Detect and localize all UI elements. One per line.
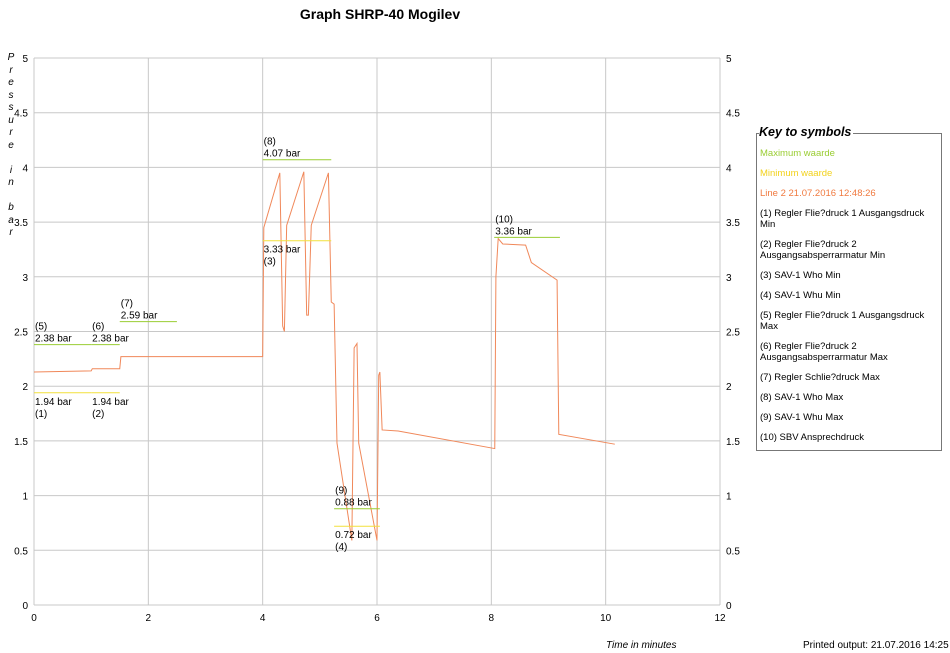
legend-item: (6) Regler Flie?druck 2 Ausgangsabsperra…: [760, 341, 888, 363]
series-line: [33, 171, 615, 541]
reference-value-label: 2.38 bar: [35, 334, 72, 345]
reference-id: (8): [264, 137, 276, 148]
reference-id: (7): [121, 299, 133, 310]
y-tick-label-right: 2.5: [726, 328, 740, 339]
legend-item: (2) Regler Flie?druck 2 Ausgangsabsperra…: [760, 239, 886, 261]
x-tick-label: 4: [260, 613, 266, 624]
y-tick-label-right: 4: [726, 163, 732, 174]
reference-value-label: 3.36 bar: [495, 226, 532, 237]
reference-id: (5): [35, 322, 47, 333]
x-tick-label: 12: [714, 613, 726, 624]
legend-item: (7) Regler Schlie?druck Max: [760, 372, 880, 383]
y-tick-label: 0: [22, 601, 28, 612]
legend-title: Key to symbols: [759, 125, 854, 139]
y-tick-label: 0.5: [14, 546, 28, 557]
reference-id: (10): [495, 214, 513, 225]
y-tick-label: 3: [22, 273, 28, 284]
reference-value-label: 2.59 bar: [121, 311, 158, 322]
legend-item: (4) SAV-1 Whu Min: [760, 290, 841, 301]
chart-plot: 0 00.5 0.51 11.5 1.52 22.5 2.53 33.5 3.54 44.5 4.5…: [14, 54, 740, 624]
reference-id: (3): [264, 257, 276, 268]
legend-item: (10) SBV Ansprechdruck: [760, 432, 865, 443]
y-tick-label-right: 4.5: [726, 109, 740, 120]
reference-value-label: 0.72 bar: [335, 530, 372, 541]
reference-value-label: 0.88 bar: [335, 498, 372, 509]
legend-items: (1) Regler Flie?druck 1 Ausgangsdruck Mi…: [760, 208, 939, 443]
y-tick-label: 5: [22, 54, 28, 65]
x-axis-label: Time in minutes: [606, 640, 677, 651]
reference-value-label: 3.33 bar: [264, 245, 301, 256]
x-tick-label: 8: [489, 613, 495, 624]
y-tick-label-right: 0.5: [726, 546, 740, 557]
y-tick-label-right: 0: [726, 601, 732, 612]
y-tick-label-right: 1: [726, 492, 732, 503]
legend-item: (5) Regler Flie?druck 1 Ausgangsdruck Ma…: [760, 310, 925, 332]
reference-id: (2): [92, 409, 104, 420]
y-tick-label-right: 2: [726, 382, 732, 393]
y-tick-label: 1.5: [14, 437, 28, 448]
legend-line: Line 2 21.07.2016 12:48:26: [760, 188, 876, 199]
y-tick-label: 4.5: [14, 109, 28, 120]
y-tick-label: 2.5: [14, 328, 28, 339]
y-tick-label-right: 3.5: [726, 218, 740, 229]
y-tick-label-right: 5: [726, 54, 732, 65]
x-tick-label: 6: [374, 613, 380, 624]
printed-output: Printed output: 21.07.2016 14:25: [803, 640, 949, 651]
y-tick-label: 3.5: [14, 218, 28, 229]
reference-id: (6): [92, 322, 104, 333]
legend-min: Minimum waarde: [760, 168, 833, 179]
legend-item: (1) Regler Flie?druck 1 Ausgangsdruck Mi…: [760, 208, 925, 230]
reference-id: (4): [335, 542, 347, 553]
y-tick-label-right: 3: [726, 273, 732, 284]
reference-value-label: 2.38 bar: [92, 334, 129, 345]
legend-item: (9) SAV-1 Whu Max: [760, 412, 844, 423]
x-tick-label: 0: [31, 613, 37, 624]
y-tick-label: 1: [22, 492, 28, 503]
reference-id: (9): [335, 486, 347, 497]
y-tick-label: 4: [22, 163, 28, 174]
chart-title: Graph SHRP-40 Mogilev: [299, 6, 461, 22]
legend-item: (8) SAV-1 Who Max: [760, 392, 844, 403]
x-tick-label: 10: [600, 613, 612, 624]
y-tick-label: 2: [22, 382, 28, 393]
y-tick-label-right: 1.5: [726, 437, 740, 448]
legend-item: (3) SAV-1 Who Min: [760, 270, 841, 281]
reference-value-label: 1.94 bar: [35, 397, 72, 408]
reference-value-label: 4.07 bar: [264, 149, 301, 160]
x-tick-label: 2: [146, 613, 152, 624]
y-axis-label: P r e s s u r e i n b a r: [7, 52, 15, 238]
legend-max: Maximum waarde: [760, 148, 835, 159]
legend: Key to symbols Maximum waarde Minimum wa…: [756, 125, 942, 451]
reference-value-label: 1.94 bar: [92, 397, 129, 408]
reference-id: (1): [35, 409, 47, 420]
